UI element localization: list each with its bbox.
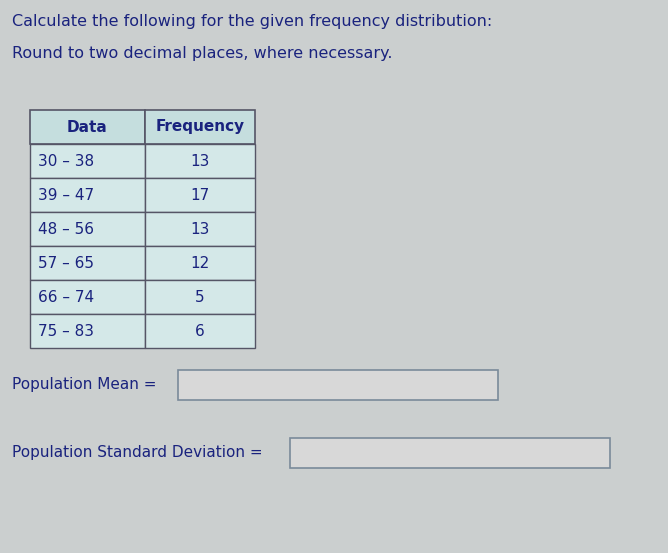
Bar xyxy=(30,110,145,144)
Text: 30 – 38: 30 – 38 xyxy=(38,154,94,169)
Text: 12: 12 xyxy=(190,255,210,270)
Text: 17: 17 xyxy=(190,187,210,202)
Bar xyxy=(145,314,255,348)
Text: 39 – 47: 39 – 47 xyxy=(38,187,94,202)
Text: Population Standard Deviation =: Population Standard Deviation = xyxy=(12,445,263,460)
Text: 13: 13 xyxy=(190,222,210,237)
Bar xyxy=(145,212,255,246)
Bar xyxy=(30,212,145,246)
Text: 6: 6 xyxy=(195,324,205,338)
Text: 57 – 65: 57 – 65 xyxy=(38,255,94,270)
Text: Round to two decimal places, where necessary.: Round to two decimal places, where neces… xyxy=(12,46,393,61)
Text: 66 – 74: 66 – 74 xyxy=(38,290,94,305)
Text: 75 – 83: 75 – 83 xyxy=(38,324,94,338)
Bar xyxy=(30,178,145,212)
Bar xyxy=(145,144,255,178)
Text: 13: 13 xyxy=(190,154,210,169)
Bar xyxy=(145,246,255,280)
Bar xyxy=(145,110,255,144)
Bar xyxy=(30,144,145,178)
Text: Population Mean =: Population Mean = xyxy=(12,377,156,392)
Bar xyxy=(145,178,255,212)
Bar xyxy=(178,370,498,400)
Bar xyxy=(145,280,255,314)
Text: 48 – 56: 48 – 56 xyxy=(38,222,94,237)
Text: Frequency: Frequency xyxy=(156,119,244,134)
Text: Calculate the following for the given frequency distribution:: Calculate the following for the given fr… xyxy=(12,14,492,29)
Bar xyxy=(30,246,145,280)
Bar xyxy=(290,438,610,468)
Bar xyxy=(30,280,145,314)
Text: Data: Data xyxy=(67,119,108,134)
Bar xyxy=(30,314,145,348)
Text: 5: 5 xyxy=(195,290,205,305)
